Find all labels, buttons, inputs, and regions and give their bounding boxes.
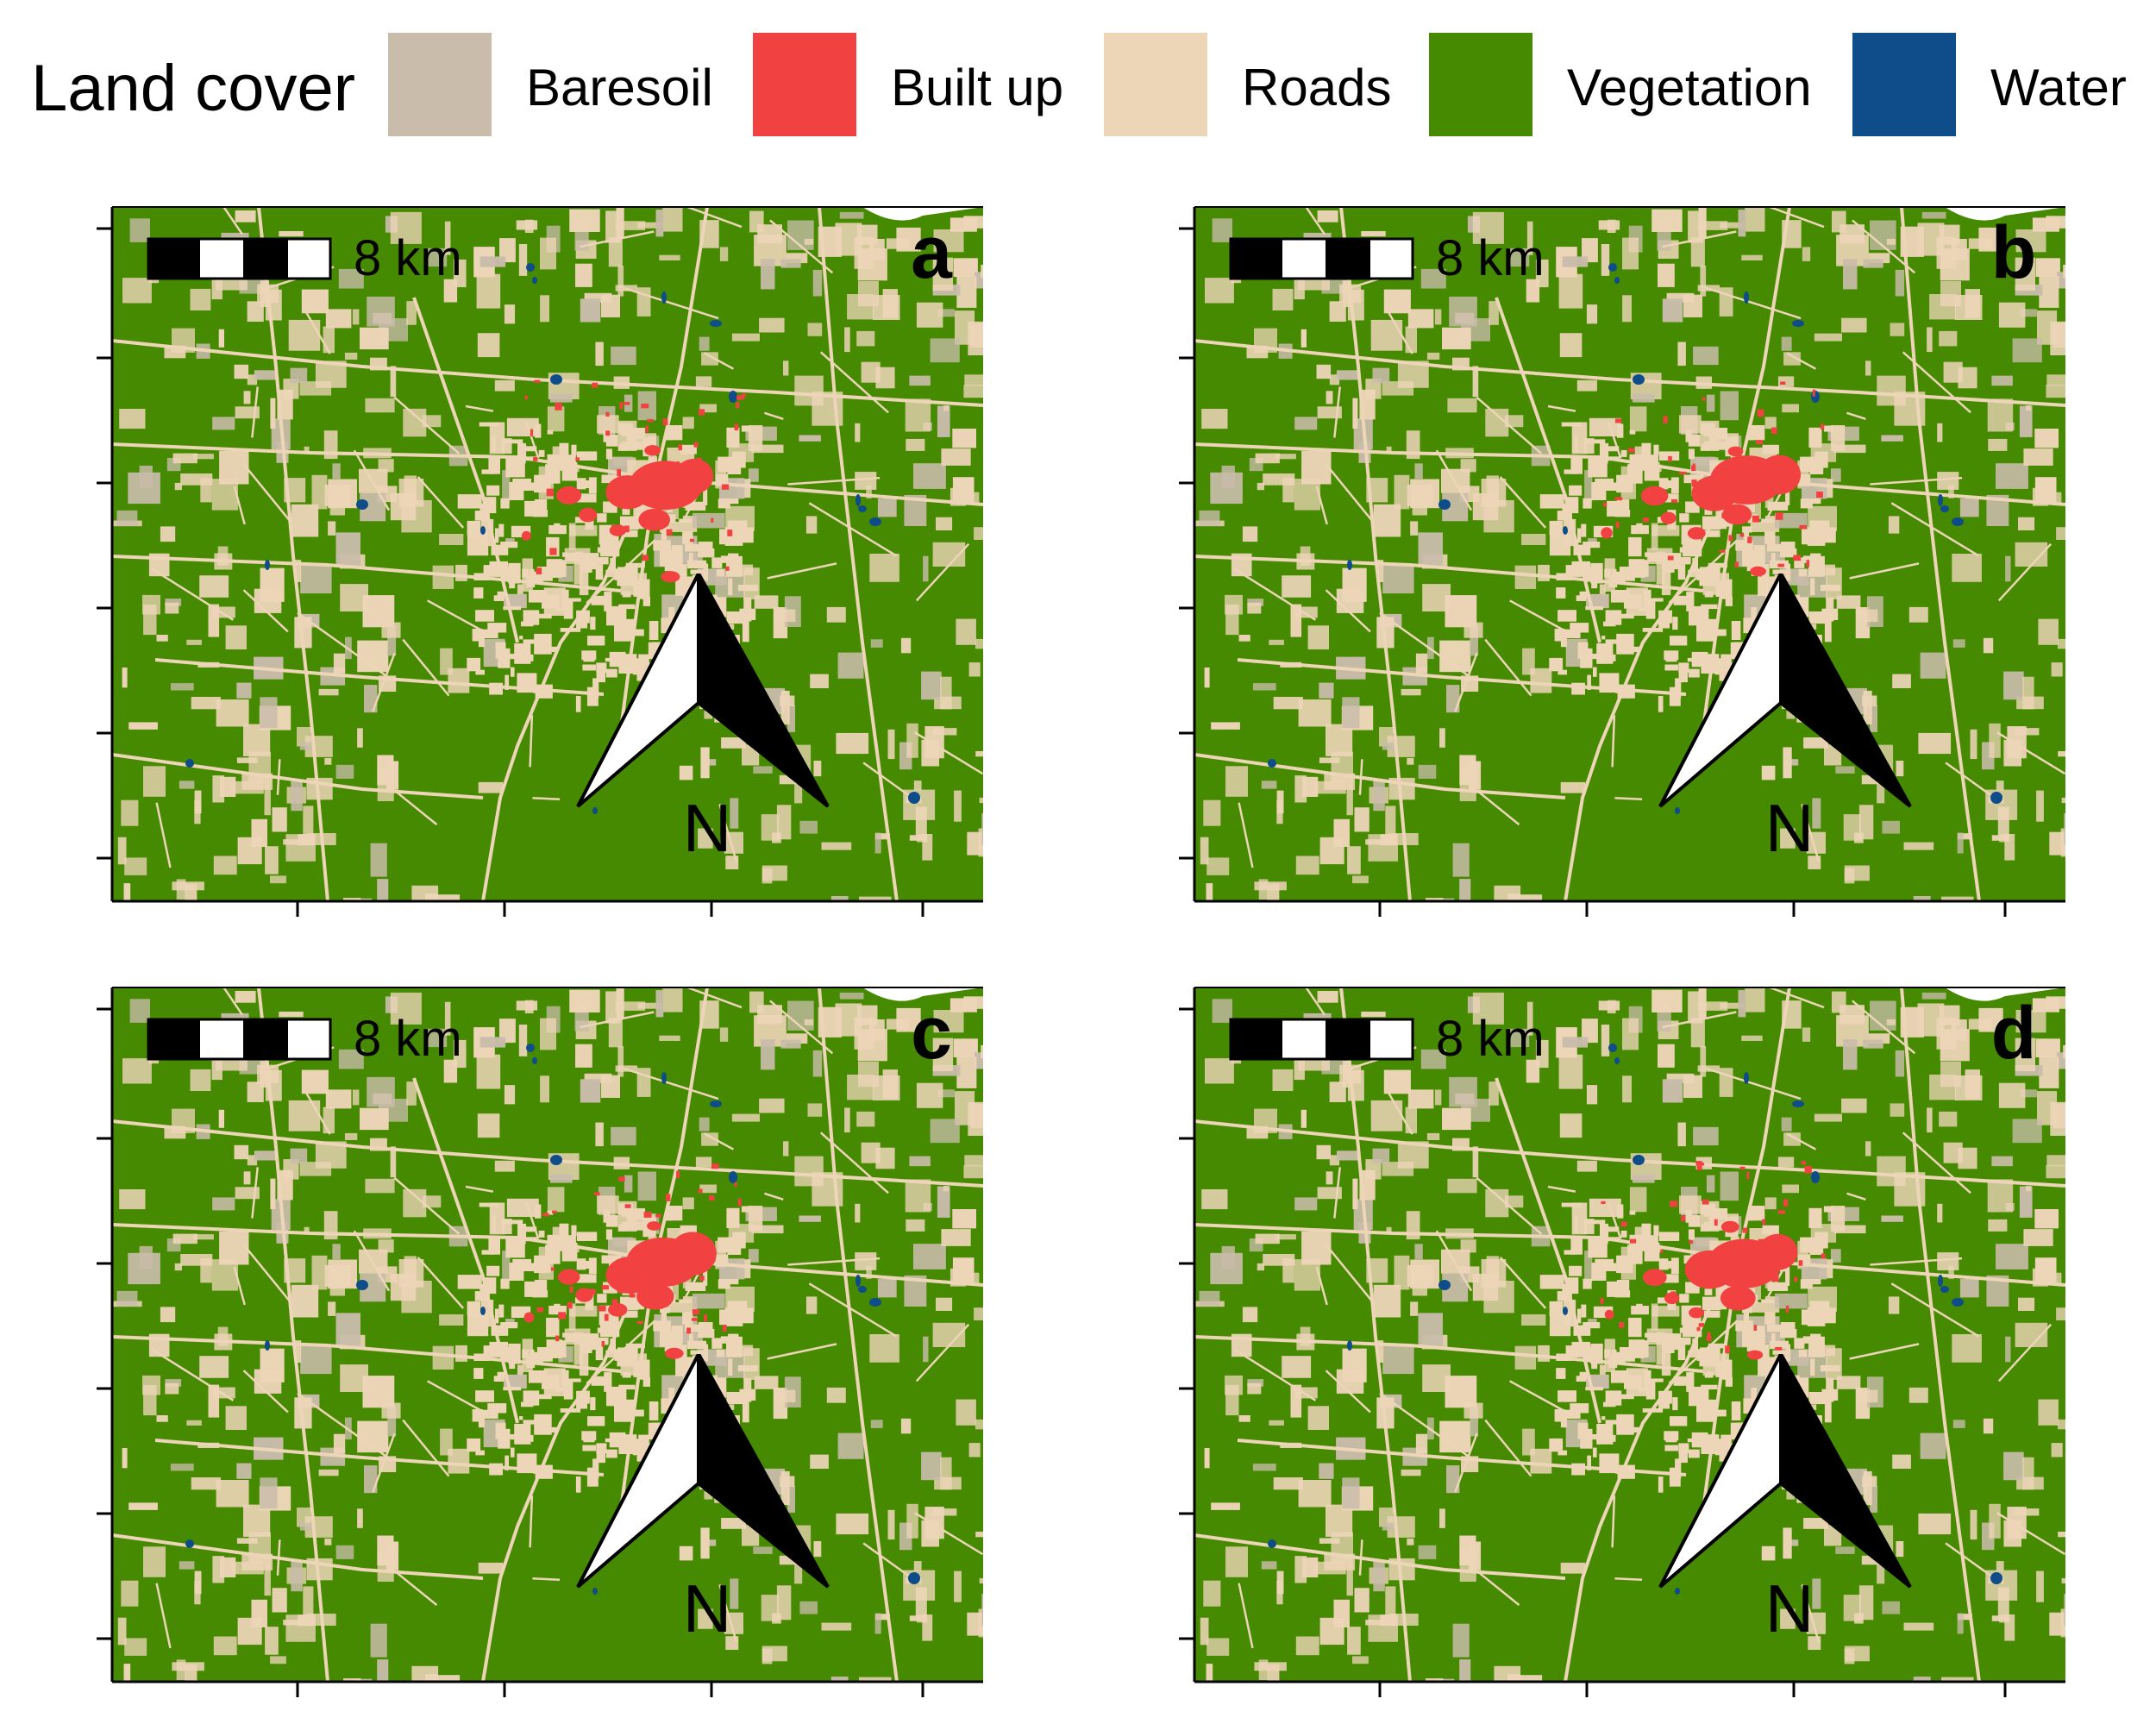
legend-label-roads: Roads bbox=[1242, 59, 1392, 116]
scale-bar-c bbox=[147, 1018, 332, 1061]
legend-title: Land cover bbox=[31, 52, 356, 125]
legend-label-water: Water bbox=[1990, 59, 2127, 116]
panel-letter-a: a bbox=[911, 211, 952, 294]
north-label-a: N bbox=[682, 790, 732, 866]
scale-label-c: 8 km bbox=[354, 1011, 462, 1067]
scale-label-b: 8 km bbox=[1436, 230, 1545, 286]
legend-label-vegetation: Vegetation bbox=[1567, 59, 1812, 116]
north-label-c: N bbox=[682, 1570, 732, 1646]
north-arrow-icon-a bbox=[576, 574, 830, 808]
scale-bar-d bbox=[1229, 1018, 1414, 1061]
map-panel-a: a 8 km N bbox=[0, 194, 983, 917]
land-cover-map-b bbox=[1179, 206, 2065, 917]
scale-bar-a bbox=[147, 237, 332, 280]
north-label-d: N bbox=[1764, 1570, 1814, 1646]
legend-swatch-water bbox=[1852, 33, 1956, 136]
legend-swatch-vegetation bbox=[1429, 33, 1532, 136]
legend-swatch-roads bbox=[1104, 33, 1207, 136]
map-panel-d: d 8 km N bbox=[1082, 975, 2065, 1697]
map-legend: Land cover Baresoil Built up Roads Veget… bbox=[0, 0, 2156, 172]
scale-bar-b bbox=[1229, 237, 1414, 280]
scale-label-a: 8 km bbox=[354, 230, 462, 286]
legend-label-baresoil: Baresoil bbox=[526, 59, 713, 116]
map-panel-c: c 8 km N bbox=[0, 975, 983, 1697]
scale-label-d: 8 km bbox=[1436, 1011, 1545, 1067]
map-panel-b: b 8 km N bbox=[1082, 194, 2065, 917]
north-label-b: N bbox=[1764, 790, 1814, 866]
panel-letter-d: d bbox=[1990, 992, 2037, 1075]
north-arrow-icon-c bbox=[576, 1354, 830, 1589]
legend-swatch-built-up bbox=[753, 33, 856, 136]
north-arrow-icon-b bbox=[1658, 574, 1912, 808]
land-cover-map-a bbox=[97, 206, 983, 917]
panel-letter-c: c bbox=[911, 992, 952, 1075]
land-cover-map-c bbox=[97, 987, 983, 1697]
panel-letter-b: b bbox=[1990, 211, 2037, 294]
north-arrow-icon-d bbox=[1658, 1354, 1912, 1589]
legend-label-built-up: Built up bbox=[891, 59, 1064, 116]
land-cover-map-d bbox=[1179, 987, 2065, 1697]
legend-swatch-baresoil bbox=[388, 33, 492, 136]
